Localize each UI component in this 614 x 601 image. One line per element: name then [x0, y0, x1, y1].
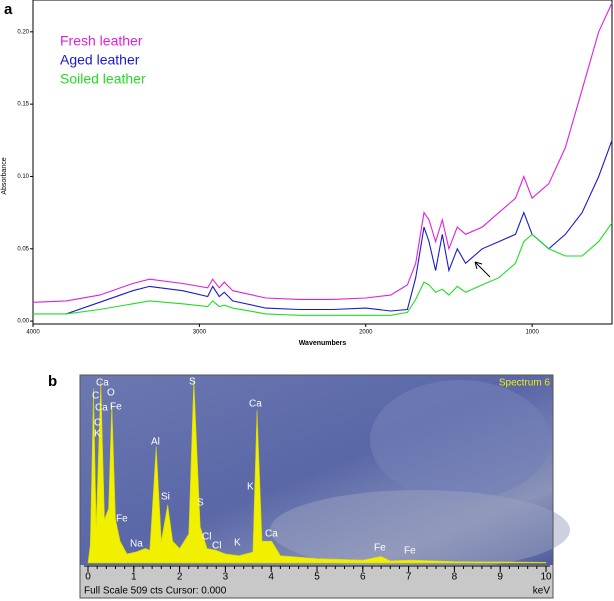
peak-label: Ca [95, 403, 108, 414]
peak-label: Cl [202, 532, 211, 543]
spectrum-line [33, 222, 613, 316]
peak-label: Cl [212, 541, 221, 552]
peak-label: O [107, 388, 115, 399]
legend-label: Fresh leather [60, 33, 143, 49]
x-tick-label: 1000 [525, 330, 539, 336]
background-shade [270, 490, 570, 570]
peak-label: Fe [374, 543, 386, 554]
panel-frame [79, 374, 554, 599]
x-tick-label: 9 [497, 572, 503, 583]
peak-label: Na [130, 539, 143, 550]
background-shade [370, 380, 550, 500]
peak-label: Ca [96, 378, 109, 389]
arrow-head [474, 261, 483, 270]
x-tick-label: 2000 [359, 330, 373, 336]
spectrum-title: Spectrum 6 [499, 378, 551, 389]
peak-label: K [247, 482, 254, 493]
x-tick-label: 7 [406, 572, 412, 583]
legend-label: Aged leather [60, 52, 140, 68]
peak-label: K [234, 538, 241, 549]
y-tick-label: 0.10 [17, 174, 29, 180]
spectrum-line [32, 2, 613, 303]
peak-label: S [197, 498, 204, 509]
peak-label: Ca [265, 529, 278, 540]
x-tick-label: 3 [223, 572, 229, 583]
peak-label: Fe [110, 402, 122, 413]
peak-label: Fe [404, 546, 416, 557]
x-tick-label: 4000 [26, 330, 40, 336]
x-tick-label: 8 [452, 572, 458, 583]
y-axis-label: Absorbance [1, 157, 8, 194]
y-tick-label: 0.05 [17, 246, 29, 252]
plot-frame [32, 0, 613, 325]
x-tick-label: 2 [177, 572, 183, 583]
x-tick-label: 4 [268, 572, 274, 583]
y-tick-label: 0.15 [17, 102, 29, 108]
panel-label: b [48, 373, 57, 390]
x-tick-label: 6 [360, 572, 366, 583]
y-tick-label: 0.20 [17, 29, 29, 35]
spectrum-area [87, 379, 547, 564]
peak-label: Al [151, 437, 160, 448]
arrow [474, 261, 491, 278]
x-axis-label: Wavenumbers [299, 340, 347, 347]
x-tick-label: 10 [540, 572, 552, 583]
spectrum-line [66, 140, 613, 315]
panel-label: a [4, 1, 13, 18]
x-axis-label: keV [533, 586, 551, 597]
x-tick-label: 5 [314, 572, 320, 583]
peak-label: K [94, 429, 101, 440]
peak-label: S [189, 377, 196, 388]
peak-label: C [92, 391, 99, 402]
peak-label: Ca [249, 399, 262, 410]
x-tick-label: 1 [131, 572, 137, 583]
peak-label: C [94, 418, 101, 429]
peak-label: Si [161, 492, 170, 503]
legend-label: Soiled leather [60, 71, 146, 87]
y-tick-label: 0.00 [17, 319, 29, 325]
footer: Full Scale 509 cts Cursor: 0.000 [84, 586, 227, 597]
x-tick-label: 0 [85, 572, 91, 583]
peak-label: Fe [116, 514, 128, 525]
x-tick-label: 3000 [193, 330, 207, 336]
